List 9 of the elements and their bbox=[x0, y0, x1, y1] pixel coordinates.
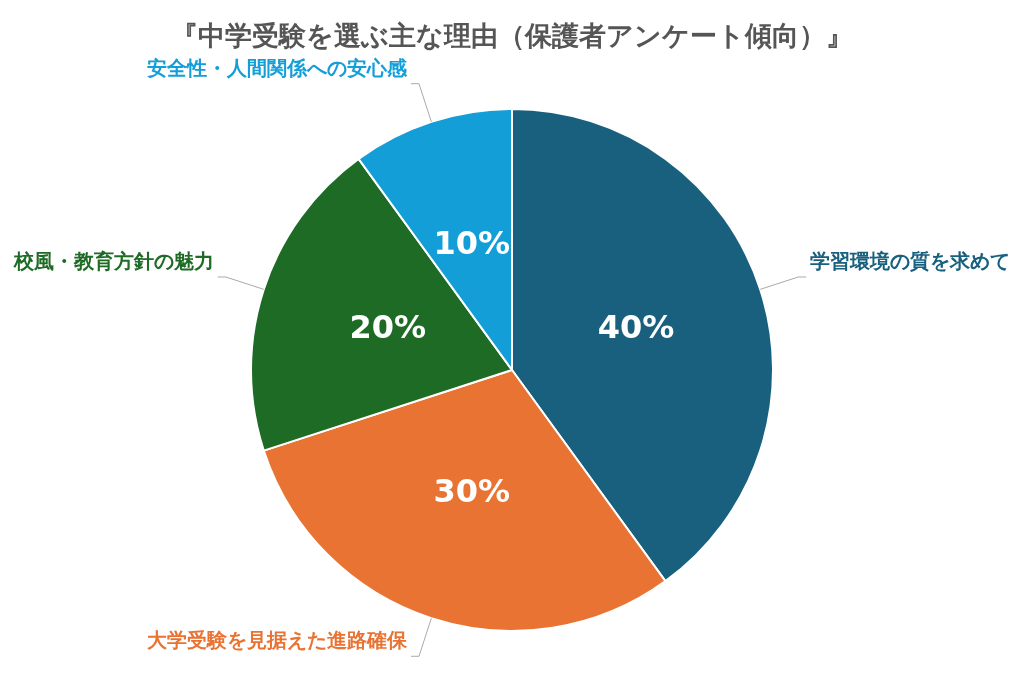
chart-title: 『中学受験を選ぶ主な理由（保護者アンケート傾向）』 bbox=[171, 20, 853, 52]
data-label: 30% bbox=[433, 472, 510, 511]
data-label: 20% bbox=[349, 307, 427, 346]
slice-label: 大学受験を見据えた進路確保 bbox=[146, 628, 408, 653]
data-label: 10% bbox=[433, 224, 510, 263]
slice-label: 校風・教育方針の魅力 bbox=[12, 249, 214, 274]
data-label: 40% bbox=[597, 307, 675, 346]
slice-label: 学習環境の質を求めて bbox=[810, 249, 1011, 274]
slice-label: 安全性・人間関係への安心感 bbox=[146, 55, 408, 80]
